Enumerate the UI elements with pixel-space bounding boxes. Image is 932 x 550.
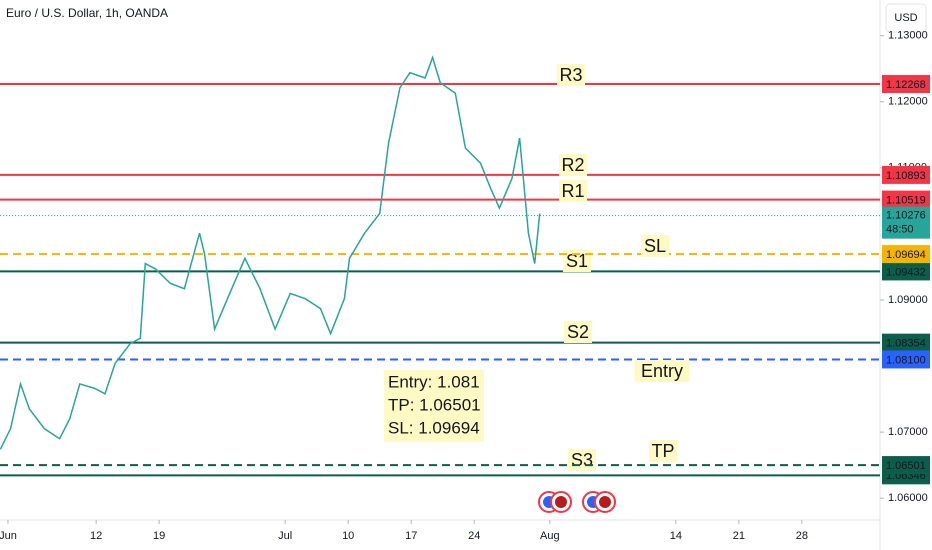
level-label: SL xyxy=(644,236,666,256)
annotation-line: TP: 1.06501 xyxy=(388,395,481,414)
y-tick-label: 1.07000 xyxy=(888,426,928,438)
y-tick-label: 1.09000 xyxy=(888,294,928,306)
y-tick-label: 1.13000 xyxy=(888,30,928,42)
annotation-bg xyxy=(384,370,484,442)
level-label-bg xyxy=(641,235,669,257)
annotation-line: Entry: 1.081 xyxy=(388,372,480,391)
level-label-bg xyxy=(559,154,587,176)
price-line xyxy=(0,55,541,450)
price-tag: 1.06501 xyxy=(886,460,926,472)
level-label: R2 xyxy=(561,155,584,175)
x-tick-label: 14 xyxy=(670,530,682,542)
level-label: R3 xyxy=(559,65,582,85)
level-label: R1 xyxy=(561,181,584,201)
current-tag: 1.10276 xyxy=(886,210,926,222)
event-icons xyxy=(538,491,616,513)
level-label-bg xyxy=(564,321,592,343)
price-tag-bg xyxy=(882,333,930,352)
level-label-bg xyxy=(559,180,587,202)
price-tag: 1.10893 xyxy=(886,170,926,182)
x-tick-label: Jul xyxy=(278,530,292,542)
level-label-bg xyxy=(649,440,677,462)
price-tag-bg xyxy=(882,75,930,94)
price-tag: 1.08100 xyxy=(886,354,926,366)
level-label-bg xyxy=(634,360,690,382)
price-tag-bg xyxy=(882,245,930,264)
x-tick-label: 12 xyxy=(90,530,102,542)
x-tick-label: 21 xyxy=(733,530,745,542)
price-tag: 1.09694 xyxy=(886,249,926,261)
x-tick-label: 17 xyxy=(405,530,417,542)
annotation-line: SL: 1.09694 xyxy=(388,418,480,437)
price-tag-bg xyxy=(882,350,930,369)
current-tag-bg xyxy=(882,206,930,239)
price-tag-bg xyxy=(882,165,930,184)
x-tick-label: 19 xyxy=(153,530,165,542)
level-label-bg xyxy=(557,64,585,86)
level-label: Entry xyxy=(641,361,683,381)
x-tick-label: Aug xyxy=(540,530,560,542)
y-tick-label: 1.12000 xyxy=(888,96,928,108)
level-label-bg xyxy=(563,250,591,272)
currency-button[interactable] xyxy=(885,3,927,33)
y-tick-label: 1.06000 xyxy=(888,492,928,504)
chart-title: Euro / U.S. Dollar, 1h, OANDA xyxy=(6,6,168,20)
x-tick-label: 10 xyxy=(342,530,354,542)
level-label: S3 xyxy=(571,450,593,470)
level-label: TP xyxy=(651,441,674,461)
countdown: 48:50 xyxy=(886,224,914,236)
price-tag-bg xyxy=(882,190,930,209)
x-tick-label: 28 xyxy=(796,530,808,542)
x-tick-label: Jun xyxy=(0,530,17,542)
price-tag: 1.09432 xyxy=(886,266,926,278)
level-label: S2 xyxy=(567,322,589,342)
price-tag: 1.08354 xyxy=(886,338,926,350)
currency-label[interactable]: USD xyxy=(894,12,917,24)
price-tag-bg xyxy=(882,456,930,475)
price-tag: 1.10519 xyxy=(886,195,926,207)
price-tag: 1.12268 xyxy=(886,79,926,91)
level-label: S1 xyxy=(566,251,588,271)
price-tag-bg xyxy=(882,262,930,281)
x-tick-label: 24 xyxy=(468,530,480,542)
